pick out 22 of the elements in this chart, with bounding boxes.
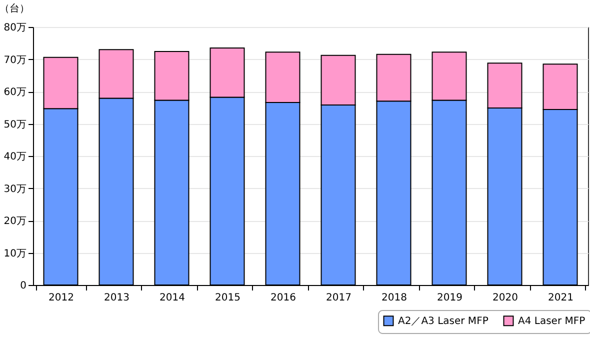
- y-tick-label: 30万: [4, 184, 26, 195]
- legend-label: A4 Laser MFP: [518, 316, 586, 327]
- x-tick-label: 2021: [548, 292, 574, 304]
- y-tick-label: 20万: [4, 216, 26, 227]
- x-tick-label: 2018: [382, 292, 407, 304]
- x-tick-label: 2020: [492, 292, 518, 304]
- x-tick-label: 2017: [326, 292, 352, 304]
- y-tick-label: 60万: [4, 87, 26, 98]
- x-tick-label: 2016: [270, 292, 296, 304]
- y-tick-label: 50万: [4, 119, 26, 130]
- y-tick-label: 80万: [4, 22, 26, 34]
- y-tick-label: 0: [20, 280, 26, 292]
- y-axis-title: （台）: [0, 2, 30, 14]
- x-tick-label: 2014: [160, 292, 185, 304]
- y-tick-label: 10万: [4, 248, 26, 260]
- x-tick-label: 2019: [437, 292, 462, 304]
- y-tick-label: 40万: [4, 152, 26, 162]
- legend-label: A2／A3 Laser MFP: [398, 316, 488, 327]
- x-tick-label: 2015: [215, 292, 240, 304]
- x-tick-label: 2012: [48, 292, 74, 304]
- y-tick-label: 70万: [4, 54, 26, 66]
- x-tick-label: 2013: [104, 292, 130, 304]
